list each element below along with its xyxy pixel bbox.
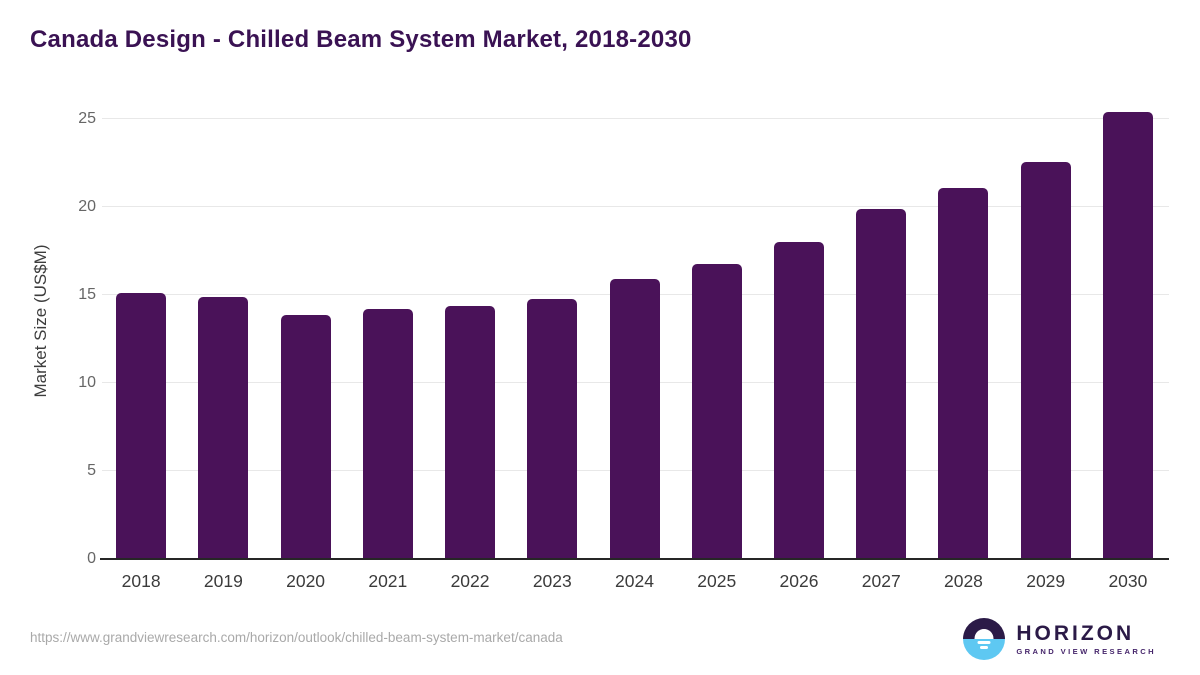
bar-2026	[773, 242, 824, 559]
x-tick-2028: 2028	[943, 571, 983, 591]
y-axis-tick-labels: 0 5 10 15 20 25	[0, 100, 96, 567]
bar-slot-2030	[1087, 100, 1169, 559]
bar-slot-2020	[264, 100, 346, 559]
logo-text: HORIZON GRAND VIEW RESEARCH	[1016, 622, 1156, 656]
x-tick-2023: 2023	[532, 571, 572, 591]
bar-slot-2022	[429, 100, 511, 559]
bar-2027	[856, 209, 907, 559]
y-tick-10: 10	[78, 374, 96, 392]
bar-slot-2029	[1005, 100, 1087, 559]
y-tick-20: 20	[78, 198, 96, 216]
y-tick-0: 0	[87, 550, 96, 567]
horizon-logo-icon	[963, 618, 1006, 660]
logo-sea-half	[963, 639, 1006, 660]
x-tick-2022: 2022	[450, 571, 490, 591]
bar-2018	[116, 293, 167, 559]
bar-2023	[527, 298, 578, 559]
x-axis-line	[100, 558, 1169, 560]
bar-2019	[198, 296, 249, 559]
bar-2021	[362, 309, 413, 559]
bar-slot-2028	[922, 100, 1004, 559]
y-tick-5: 5	[87, 462, 96, 480]
bar-2025	[691, 263, 742, 559]
bar-2028	[938, 187, 989, 559]
x-tick-2029: 2029	[1026, 571, 1066, 591]
bar-2029	[1020, 161, 1071, 559]
chart-title: Canada Design - Chilled Beam System Mark…	[30, 26, 692, 53]
bar-slot-2025	[676, 100, 758, 559]
y-tick-15: 15	[78, 286, 96, 304]
gridline-25	[102, 118, 1169, 120]
source-url: https://www.grandviewresearch.com/horizo…	[30, 630, 563, 645]
x-tick-2025: 2025	[697, 571, 737, 591]
gridline-20	[102, 206, 1169, 208]
x-axis-tick-labels: 2018 2019 2020 2021 2022 2023 2024 2025 2026 2027…	[100, 571, 1169, 592]
bar-slot-2021	[347, 100, 429, 559]
bar-slot-2018	[100, 100, 182, 559]
bar-2022	[445, 305, 496, 559]
x-tick-2019: 2019	[203, 571, 243, 591]
bar-slot-2024	[593, 100, 675, 559]
horizon-logo: HORIZON GRAND VIEW RESEARCH	[963, 618, 1156, 660]
bar-2020	[280, 314, 331, 559]
x-tick-2024: 2024	[615, 571, 654, 591]
logo-sun-shape	[974, 629, 994, 639]
x-tick-2030: 2030	[1108, 571, 1148, 591]
bar-series	[100, 100, 1169, 559]
logo-reflection-dash	[977, 641, 991, 644]
x-tick-2027: 2027	[861, 571, 901, 591]
bar-slot-2019	[182, 100, 264, 559]
plot-area	[100, 100, 1169, 560]
x-tick-2018: 2018	[121, 571, 161, 591]
x-tick-2026: 2026	[779, 571, 819, 591]
bar-slot-2023	[511, 100, 593, 559]
bar-slot-2026	[758, 100, 840, 559]
bar-slot-2027	[840, 100, 922, 559]
x-tick-2021: 2021	[368, 571, 408, 591]
y-tick-25: 25	[78, 110, 96, 128]
logo-subtitle: GRAND VIEW RESEARCH	[1016, 647, 1156, 657]
logo-sky-half	[963, 618, 1006, 639]
bar-2024	[609, 279, 660, 559]
bar-2030	[1102, 112, 1153, 559]
logo-name: HORIZON	[1016, 621, 1135, 645]
logo-reflection-dash	[980, 646, 989, 649]
x-tick-2020: 2020	[286, 571, 326, 591]
